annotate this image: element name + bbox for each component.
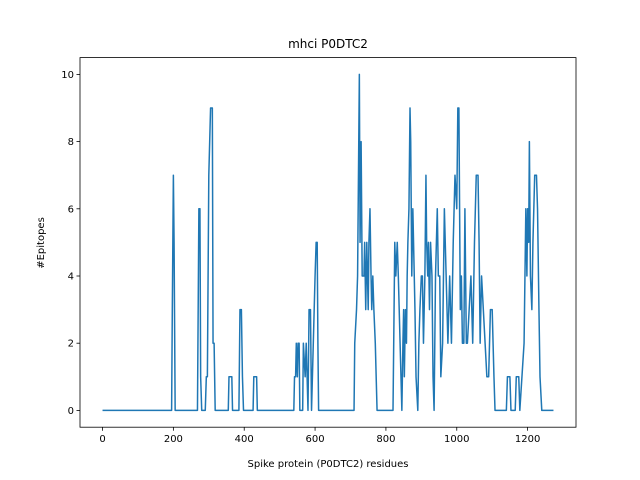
x-tick-label: 1000 <box>444 434 469 445</box>
plot-frame <box>79 57 577 428</box>
y-tick-label: 2 <box>68 339 74 350</box>
x-tick-label: 600 <box>306 434 325 445</box>
y-axis-label: #Epitopes <box>36 217 47 269</box>
y-tick-label: 6 <box>68 204 74 215</box>
x-tick-label: 0 <box>99 434 105 445</box>
data-line <box>102 73 554 412</box>
y-tick-label: 10 <box>61 70 74 81</box>
y-tick-label: 0 <box>68 406 74 417</box>
x-tick-label: 800 <box>376 434 395 445</box>
chart-title: mhci P0DTC2 <box>288 37 368 51</box>
x-tick-label: 200 <box>164 434 183 445</box>
x-axis-label: Spike protein (P0DTC2) residues <box>248 459 409 470</box>
x-tick-label: 1200 <box>515 434 540 445</box>
x-tick-label: 400 <box>235 434 254 445</box>
y-tick-label: 4 <box>68 272 74 283</box>
y-tick-label: 8 <box>68 137 74 148</box>
